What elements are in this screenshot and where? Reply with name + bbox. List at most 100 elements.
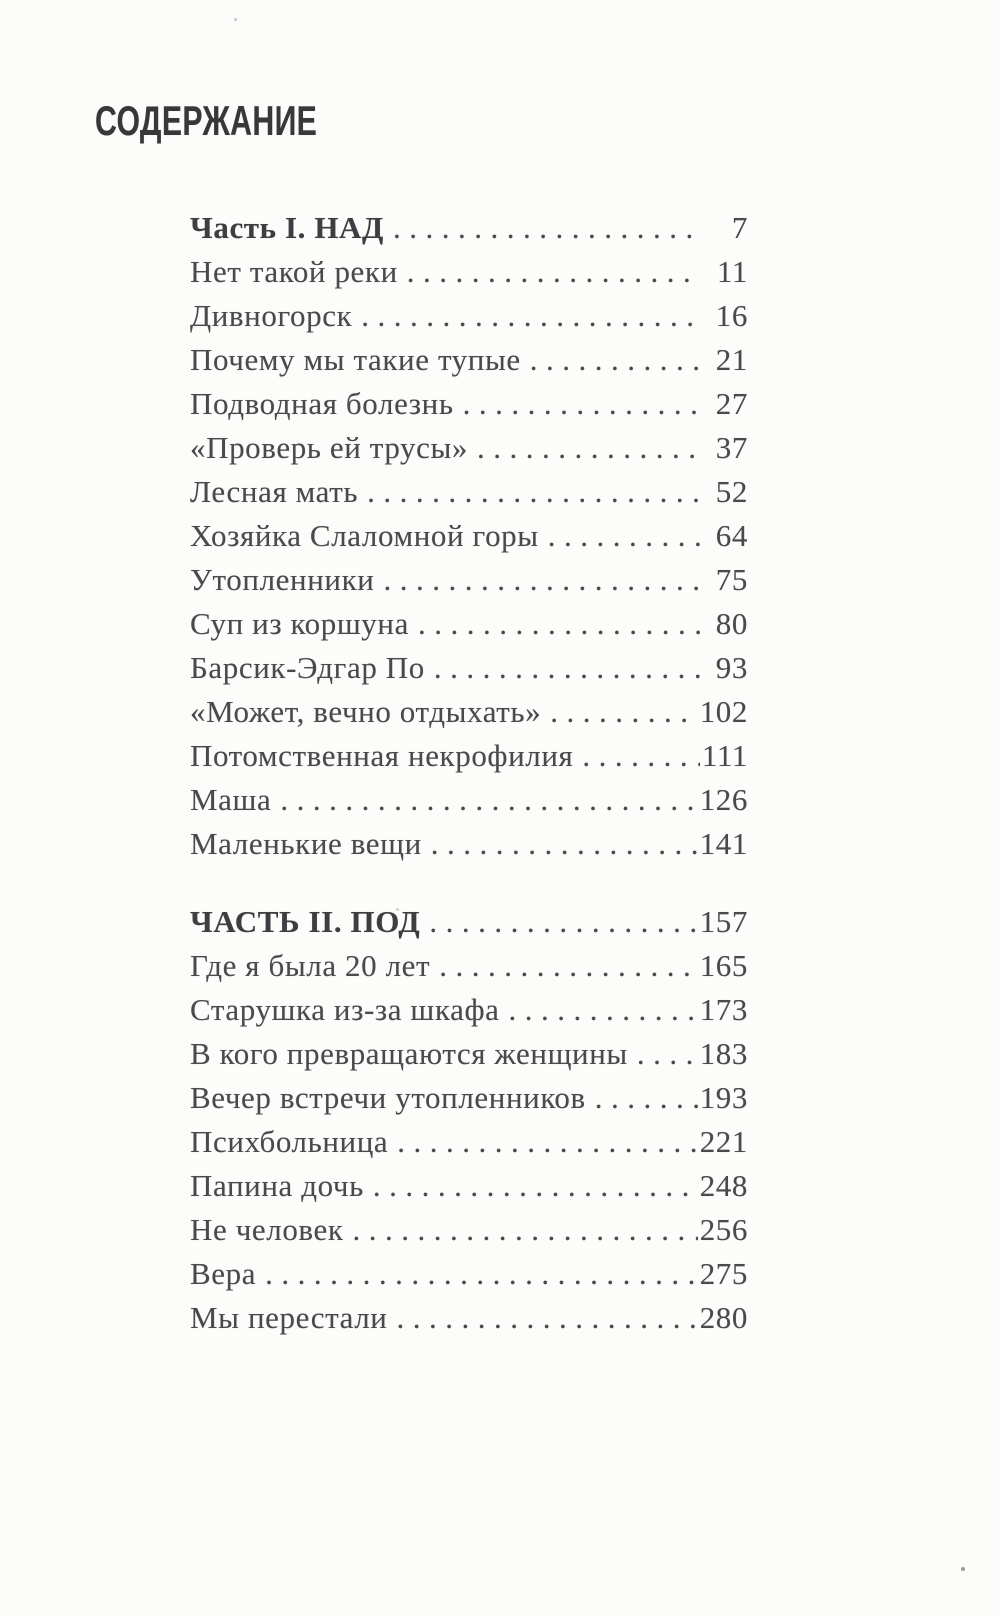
toc-entry-title: Не человек [190, 1212, 344, 1247]
toc-entry-title: Старушка из-за шкафа [190, 992, 500, 1027]
dot-leader: ........................................… [433, 650, 700, 685]
toc-entry-page: 275 [699, 1256, 748, 1291]
scan-speck [234, 18, 237, 21]
toc-entry-title: Почему мы такие тупые [190, 342, 521, 377]
toc-entry: Вечер встречи утопленников .............… [190, 1076, 748, 1120]
toc-entry-page: 16 [715, 298, 748, 333]
toc-entry-title: Нет такой реки [190, 254, 398, 289]
toc-entry: Потомственная некрофилия ...............… [190, 734, 748, 778]
toc-entry-title: Хозяйка Слаломной горы [190, 518, 539, 553]
toc-entry-title: Вера [190, 1256, 257, 1291]
toc-entry-page: 37 [715, 430, 748, 465]
toc-entry-title: Дивногорск [190, 298, 353, 333]
dot-leader: ........................................… [396, 1300, 698, 1335]
toc-entry: Хозяйка Слаломной горы .................… [190, 514, 748, 558]
dot-leader: ........................................… [429, 904, 697, 939]
toc-entry: Папина дочь ............................… [190, 1164, 748, 1208]
toc-entry: Нет такой реки .........................… [190, 250, 748, 294]
dot-leader: ........................................… [508, 992, 698, 1027]
toc-entry-page: 93 [715, 650, 748, 685]
toc-entry-title: «Может, вечно отдыхать» [190, 694, 542, 729]
toc-entry: Вера ...................................… [190, 1252, 748, 1296]
toc-entry: Суп из коршуна .........................… [190, 602, 748, 646]
toc-entry-page: 183 [699, 1036, 748, 1071]
toc-entry-title: Вечер встречи утопленников [190, 1080, 586, 1115]
toc-entry-page: 157 [699, 904, 748, 939]
toc-entry-page: 75 [715, 562, 748, 597]
toc-entry: Барсик-Эдгар По ........................… [190, 646, 748, 690]
toc-entry-page: 7 [731, 210, 748, 245]
toc-entry-title: Маша [190, 782, 272, 817]
dot-leader: ........................................… [383, 562, 700, 597]
dot-leader: ........................................… [406, 254, 700, 289]
toc-entry: Утопленники ............................… [190, 558, 748, 602]
toc-entry-page: 256 [699, 1212, 748, 1247]
toc-entry-title: «Проверь ей трусы» [190, 430, 468, 465]
toc-entry-page: 52 [715, 474, 748, 509]
toc-section: ЧАСТЬ II. ПОД ..........................… [190, 900, 748, 1340]
toc-entry-page: 11 [716, 254, 748, 289]
toc-entry: Лесная мать ............................… [190, 470, 748, 514]
dot-leader: ........................................… [397, 1124, 698, 1159]
toc-entry: «Может, вечно отдыхать» ................… [190, 690, 748, 734]
toc-entry-page: 173 [699, 992, 748, 1027]
dot-leader: ........................................… [361, 298, 700, 333]
toc-entry-title: В кого превращаются женщины [190, 1036, 628, 1071]
dot-leader: ........................................… [392, 210, 700, 245]
toc-entry: В кого превращаются женщины ............… [190, 1032, 748, 1076]
dot-leader: ........................................… [547, 518, 700, 553]
toc-section-heading: ЧАСТЬ II. ПОД ..........................… [190, 900, 748, 944]
toc-section-heading: Часть I. НАД ...........................… [190, 206, 748, 250]
dot-leader: ........................................… [462, 386, 700, 421]
toc-entry-page: 80 [715, 606, 748, 641]
toc-entry-page: 27 [715, 386, 748, 421]
toc-entry: Не человек .............................… [190, 1208, 748, 1252]
toc-entry: Подводная болезнь ......................… [190, 382, 748, 426]
toc-entry-title: Потомственная некрофилия [190, 738, 574, 773]
dot-leader: ........................................… [582, 738, 700, 773]
toc-entry-title: Маленькие вещи [190, 826, 422, 861]
toc-entry-title: Папина дочь [190, 1168, 364, 1203]
table-of-contents: Часть I. НАД ...........................… [190, 206, 748, 1340]
toc-entry-title: Подводная болезнь [190, 386, 454, 421]
toc-entry-page: 280 [699, 1300, 748, 1335]
dot-leader: ........................................… [477, 430, 700, 465]
toc-entry-page: 221 [699, 1124, 748, 1159]
toc-entry: Мы перестали ...........................… [190, 1296, 748, 1340]
scan-speck [396, 908, 399, 911]
dot-leader: ........................................… [265, 1256, 698, 1291]
dot-leader: ........................................… [636, 1036, 698, 1071]
toc-entry-page: 64 [715, 518, 748, 553]
toc-entry: Дивногорск .............................… [190, 294, 748, 338]
toc-entry-title: Где я была 20 лет [190, 948, 431, 983]
dot-leader: ........................................… [529, 342, 700, 377]
dot-leader: ........................................… [430, 826, 698, 861]
toc-entry: Маша ...................................… [190, 778, 748, 822]
toc-entry: Маленькие вещи .........................… [190, 822, 748, 866]
dot-leader: ........................................… [372, 1168, 698, 1203]
toc-entry-page: 193 [699, 1080, 748, 1115]
toc-entry-page: 141 [699, 826, 748, 861]
toc-entry-page: 111 [702, 738, 748, 773]
dot-leader: ........................................… [439, 948, 698, 983]
toc-entry-title: Мы перестали [190, 1300, 388, 1335]
dot-leader: ........................................… [280, 782, 697, 817]
dot-leader: ........................................… [594, 1080, 698, 1115]
dot-leader: ........................................… [417, 606, 700, 641]
toc-entry-title: ЧАСТЬ II. ПОД [190, 904, 421, 939]
toc-section: Часть I. НАД ...........................… [190, 206, 748, 866]
toc-entry-page: 21 [715, 342, 748, 377]
dot-leader: ........................................… [352, 1212, 698, 1247]
toc-entry-title: Лесная мать [190, 474, 359, 509]
toc-entry: Где я была 20 лет ......................… [190, 944, 748, 988]
toc-entry: «Проверь ей трусы» .....................… [190, 426, 748, 470]
toc-entry-page: 165 [699, 948, 748, 983]
toc-entry-title: Барсик-Эдгар По [190, 650, 425, 685]
page-title: СОДЕРЖАНИЕ [95, 97, 318, 144]
toc-entry-page: 102 [699, 694, 748, 729]
toc-entry-title: Часть I. НАД [190, 210, 384, 245]
toc-entry-title: Утопленники [190, 562, 375, 597]
toc-entry-title: Психбольница [190, 1124, 389, 1159]
dot-leader: ........................................… [550, 694, 698, 729]
dot-leader: ........................................… [367, 474, 700, 509]
